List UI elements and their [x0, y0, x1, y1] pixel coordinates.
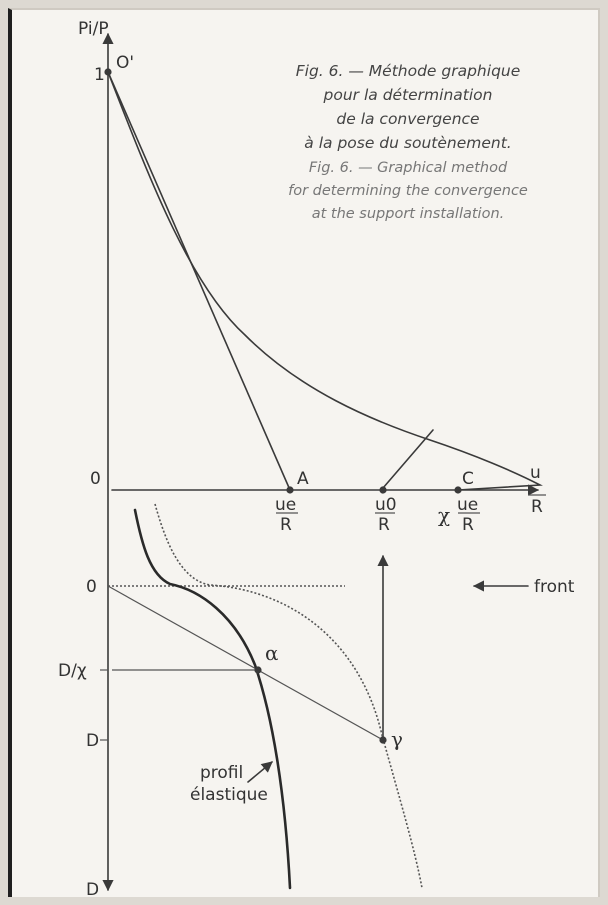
caption-fr-line-2: pour la détermination — [323, 86, 493, 104]
label-alpha: α — [265, 641, 279, 665]
label-u0-denominator: R — [378, 515, 390, 535]
label-d-over-chi: D/χ — [58, 661, 87, 681]
line-o-prime-to-a — [107, 71, 291, 491]
y-tick-one: 1 — [94, 65, 105, 85]
curve-o-prime-to-c — [107, 71, 543, 491]
elastic-profile-curve — [133, 508, 292, 890]
label-zero-lower: 0 — [86, 577, 97, 597]
caption-french: Fig. 6. — Méthode graphique pour la déte… — [296, 62, 521, 152]
point-gamma — [379, 736, 387, 744]
line-origin-to-gamma — [107, 585, 384, 741]
line-through-u0 — [382, 429, 434, 489]
caption-en-line-2: for determining the convergence — [288, 183, 528, 199]
point-alpha — [254, 666, 262, 674]
label-u-axis-denominator: R — [531, 497, 543, 517]
label-d-bottom: D — [86, 880, 99, 900]
caption-fr-line-3: de la convergence — [336, 110, 479, 128]
figure-panel — [8, 8, 600, 897]
point-c — [454, 486, 462, 494]
label-chi-ue-denominator: R — [462, 515, 474, 535]
label-ue-numerator: ue — [275, 495, 296, 515]
label-chi-ue-numerator: ue — [457, 495, 478, 515]
caption-en-line-3: at the support installation. — [312, 206, 505, 222]
label-o-prime: O' — [116, 53, 134, 73]
point-o-prime — [104, 68, 112, 76]
label-chi: χ — [438, 503, 450, 527]
profile-pointer-arrow — [247, 761, 273, 783]
label-a: A — [297, 469, 309, 489]
label-u-axis-numerator: u — [530, 463, 541, 483]
point-u0 — [379, 486, 387, 494]
caption-en-line-1: Fig. 6. — Graphical method — [309, 160, 508, 176]
label-elastique: élastique — [190, 785, 268, 805]
label-origin: 0 — [90, 469, 101, 489]
caption-fr-line-4: à la pose du soutènement. — [304, 134, 511, 152]
label-c: C — [462, 469, 474, 489]
label-front: front — [534, 577, 575, 597]
caption-fr-line-1: Fig. 6. — Méthode graphique — [296, 62, 521, 80]
label-u0-numerator: u0 — [375, 495, 397, 515]
label-profil: profil — [200, 763, 243, 783]
caption-english: Fig. 6. — Graphical method for determini… — [288, 160, 528, 222]
label-ue-denominator: R — [280, 515, 292, 535]
shifted-profile-curve — [154, 503, 423, 889]
y-axis-label: Pi/P — [78, 19, 109, 39]
label-gamma: γ — [391, 727, 403, 751]
label-d: D — [86, 731, 99, 751]
point-a — [286, 486, 294, 494]
